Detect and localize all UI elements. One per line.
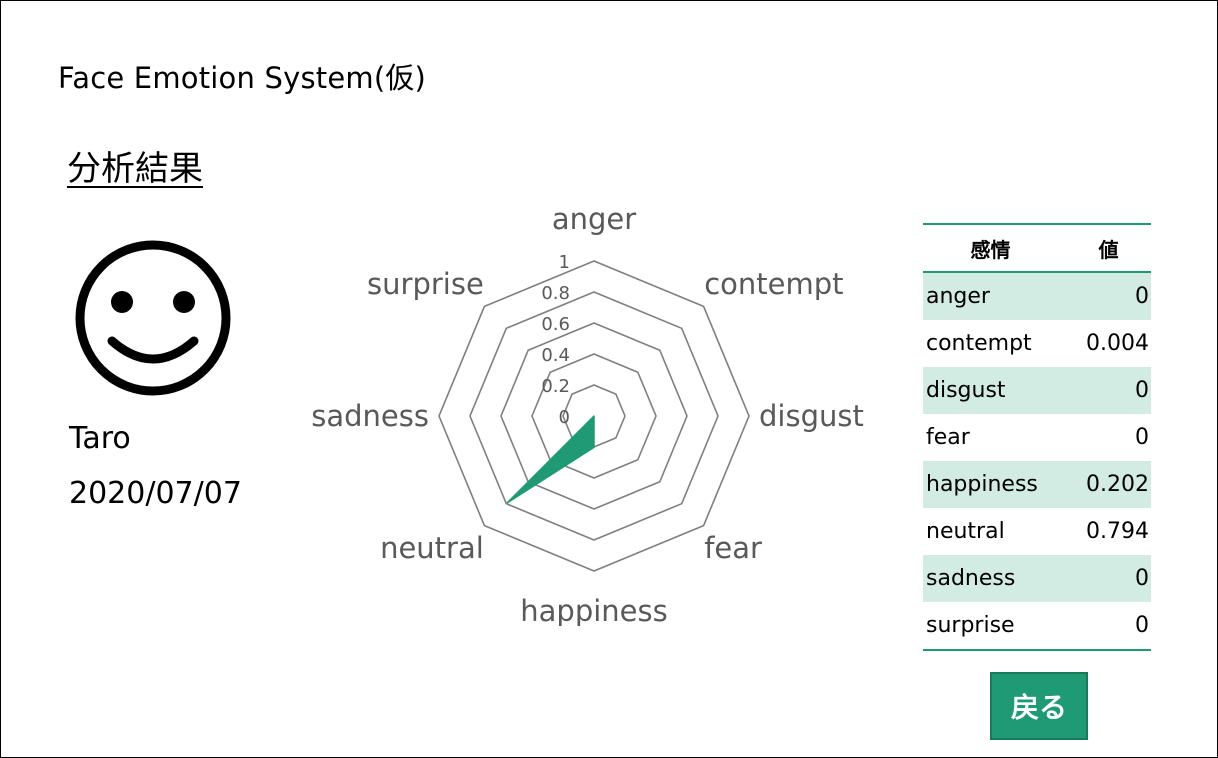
table-row: disgust 0 (923, 367, 1151, 414)
radar-axis-label: neutral (380, 531, 484, 565)
radar-axis-label: anger (552, 206, 636, 236)
radar-tick-label: 0.8 (541, 283, 570, 304)
row-value: 0 (1135, 425, 1149, 450)
table-header: 感情 値 (923, 225, 1151, 273)
radar-tick-label: 0.4 (541, 345, 570, 366)
radar-tick-label: 0.2 (541, 376, 570, 397)
row-label: disgust (926, 378, 1006, 403)
header-emotion: 感情 (970, 237, 1011, 262)
row-label: happiness (926, 472, 1038, 497)
radar-grid-ring (469, 291, 719, 541)
smiley-face-icon (75, 240, 231, 396)
header-value: 値 (1098, 237, 1119, 262)
table-row: surprise 0 (923, 602, 1151, 649)
table-row: happiness 0.202 (923, 461, 1151, 508)
emotion-radar-chart: 0 0.2 0.4 0.6 0.8 1 anger contempt disgust fear h… (311, 206, 864, 626)
radar-grid-ring (438, 260, 750, 572)
radar-tick-label: 0 (559, 407, 570, 428)
radar-data-area (506, 415, 595, 504)
table-row: anger 0 (923, 273, 1151, 320)
row-value: 0.794 (1086, 519, 1149, 544)
row-value: 0.202 (1086, 472, 1149, 497)
emotion-table: 感情 値 anger 0 contempt 0.004 disgust 0 fe… (923, 223, 1151, 651)
radar-axis-label: sadness (311, 399, 429, 433)
radar-tick-label: 0.6 (541, 314, 570, 335)
radar-tick-label: 1 (559, 252, 570, 273)
section-title: 分析結果 (67, 149, 203, 189)
row-label: fear (926, 425, 970, 450)
table-row: sadness 0 (923, 555, 1151, 602)
table-row: fear 0 (923, 414, 1151, 461)
row-value: 0 (1135, 613, 1149, 638)
row-value: 0.004 (1086, 331, 1149, 356)
table-row: neutral 0.794 (923, 508, 1151, 555)
row-label: anger (926, 284, 990, 309)
radar-axis-label: fear (704, 531, 762, 565)
radar-grid-ring (531, 353, 657, 479)
radar-axis-label: happiness (520, 594, 667, 626)
row-value: 0 (1135, 284, 1149, 309)
row-label: surprise (926, 613, 1015, 638)
table-row: contempt 0.004 (923, 320, 1151, 367)
analysis-date: 2020/07/07 (69, 476, 242, 511)
row-value: 0 (1135, 378, 1149, 403)
app-title: Face Emotion System(仮) (58, 61, 427, 95)
row-value: 0 (1135, 566, 1149, 591)
radar-axis-label: contempt (704, 267, 843, 301)
radar-axis-label: surprise (367, 267, 484, 301)
row-label: sadness (926, 566, 1016, 591)
radar-axis-label: disgust (759, 399, 864, 433)
row-label: contempt (926, 331, 1032, 356)
row-label: neutral (926, 519, 1005, 544)
back-button[interactable]: 戻る (990, 672, 1088, 740)
user-name: Taro (69, 421, 131, 456)
radar-grid-ring (500, 322, 688, 510)
